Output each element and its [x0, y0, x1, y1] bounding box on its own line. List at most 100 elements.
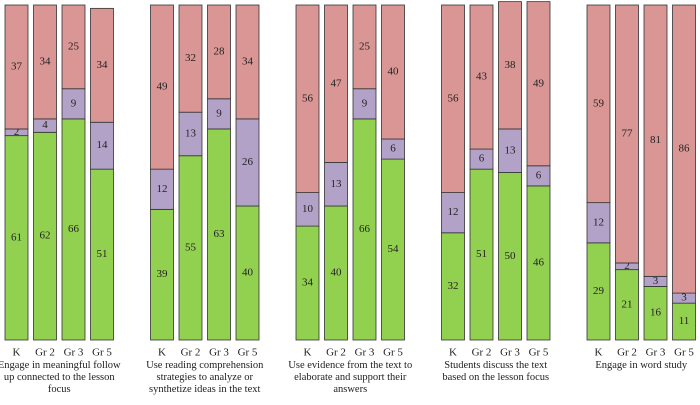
x-tick-label: Gr 3	[500, 347, 520, 359]
data-label: 29	[593, 285, 605, 297]
x-tick-label: Gr 2	[326, 347, 346, 359]
bar-segment	[207, 4, 231, 100]
data-label: 51	[476, 248, 487, 260]
bar-segment	[150, 4, 174, 170]
data-label: 34	[40, 55, 52, 67]
data-label: 12	[448, 206, 459, 218]
data-label: 13	[505, 144, 517, 156]
x-tick-label: Gr 5	[92, 347, 112, 359]
data-label: 37	[11, 61, 23, 73]
data-label: 77	[622, 128, 634, 140]
data-label: 34	[302, 277, 314, 289]
data-label: 43	[476, 71, 488, 83]
data-label: 46	[533, 256, 545, 268]
data-label: 62	[40, 230, 51, 242]
x-tick-label: K	[449, 347, 457, 359]
data-label: 51	[97, 248, 108, 260]
data-label: 59	[593, 97, 605, 109]
data-label: 6	[536, 169, 542, 181]
bar-segment	[178, 4, 203, 113]
data-label: 2	[14, 126, 20, 138]
data-label: 81	[650, 134, 661, 146]
x-tick-label: Gr 2	[181, 347, 201, 359]
bar-segment	[643, 4, 668, 277]
x-tick-label: Gr 5	[674, 347, 694, 359]
x-tick-label: Gr 2	[617, 347, 637, 359]
x-tick-label: Gr 3	[209, 347, 229, 359]
data-label: 9	[362, 97, 368, 109]
x-tick-label: Gr 3	[64, 347, 84, 359]
data-label: 38	[505, 59, 517, 71]
data-label: 25	[68, 40, 80, 52]
bar-segment	[672, 4, 696, 294]
data-label: 13	[185, 128, 197, 140]
data-label: 3	[681, 292, 687, 304]
x-tick-label: K	[304, 347, 312, 359]
data-label: 40	[331, 267, 343, 279]
bar-segment	[4, 4, 29, 130]
x-tick-label: Gr 5	[529, 347, 549, 359]
bar-segment	[498, 1, 522, 130]
bar-segment	[33, 4, 57, 120]
data-label: 49	[533, 77, 545, 89]
data-label: 6	[390, 143, 396, 155]
data-label: 2	[624, 260, 630, 272]
data-label: 32	[185, 52, 196, 64]
bar-segment	[324, 4, 348, 163]
group-label: Use reading comprehension strategies to …	[146, 360, 264, 395]
data-label: 25	[359, 40, 371, 52]
x-tick-label: K	[158, 347, 166, 359]
data-label: 13	[331, 178, 343, 190]
group-label: Engage in word study	[595, 360, 688, 371]
data-label: 86	[679, 143, 691, 155]
data-label: 4	[42, 119, 48, 131]
x-tick-label: K	[595, 347, 603, 359]
data-label: 11	[679, 315, 690, 327]
x-tick-label: Gr 3	[355, 347, 375, 359]
data-label: 10	[302, 203, 314, 215]
group-label: Engage in meaningful follow up connected…	[0, 360, 121, 395]
data-label: 66	[68, 223, 80, 235]
data-label: 39	[157, 268, 169, 280]
data-label: 40	[242, 267, 254, 279]
bar-segment	[90, 7, 114, 123]
data-label: 50	[505, 250, 517, 262]
data-label: 21	[622, 298, 633, 310]
data-label: 6	[479, 153, 485, 165]
bar-segment	[586, 4, 611, 204]
data-label: 54	[388, 243, 400, 255]
x-tick-label: Gr 5	[238, 347, 258, 359]
bar-segment	[469, 4, 494, 150]
group-label: Students discuss the text based on the l…	[442, 360, 550, 383]
x-tick-label: Gr 2	[472, 347, 492, 359]
x-tick-label: Gr 5	[383, 347, 403, 359]
bar-segment	[441, 4, 465, 194]
data-label: 9	[216, 107, 222, 119]
data-label: 56	[448, 92, 460, 104]
data-label: 56	[302, 92, 314, 104]
bar-segment	[526, 1, 551, 167]
data-label: 9	[71, 97, 77, 109]
bar-segment	[235, 4, 260, 120]
data-label: 55	[185, 241, 197, 253]
group-label: Use evidence from the text to elaborate …	[288, 360, 413, 395]
bar-segment	[352, 4, 377, 90]
data-label: 14	[97, 139, 109, 151]
bar-segment	[615, 4, 639, 264]
data-label: 26	[242, 156, 254, 168]
data-label: 3	[653, 275, 659, 287]
data-label: 28	[214, 45, 226, 57]
data-label: 61	[11, 231, 22, 243]
data-label: 12	[157, 183, 168, 195]
x-tick-label: K	[13, 347, 21, 359]
data-label: 66	[359, 223, 371, 235]
bar-segment	[61, 4, 86, 90]
data-label: 47	[331, 77, 343, 89]
data-label: 63	[214, 228, 226, 240]
data-label: 16	[650, 307, 662, 319]
data-label: 34	[97, 59, 109, 71]
data-label: 32	[448, 280, 459, 292]
x-tick-label: Gr 3	[646, 347, 666, 359]
